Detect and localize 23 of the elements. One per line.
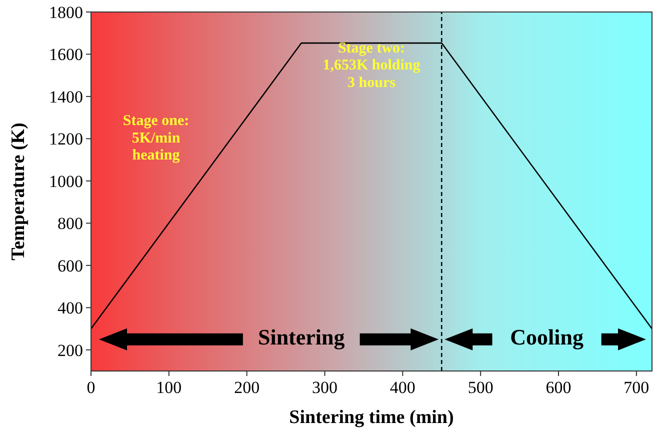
x-tick-label: 0: [86, 378, 96, 397]
y-tick-label: 1400: [49, 87, 83, 106]
y-tick-label: 400: [58, 298, 83, 318]
x-tick-label: 200: [234, 378, 260, 397]
annotation: Stage one: 5K/min heating: [122, 114, 190, 164]
y-tick-label: 200: [58, 340, 83, 360]
x-tick-label: 300: [312, 378, 338, 397]
y-tick-label: 600: [58, 256, 83, 276]
y-tick-label: 1800: [49, 2, 83, 22]
y-tick-label: 800: [58, 214, 83, 234]
annotation: Stage two: 1,653K holding 3 hours: [322, 40, 421, 92]
x-tick-label: 100: [156, 378, 182, 397]
y-tick-label: 1200: [49, 130, 83, 149]
x-tick-label: 500: [468, 378, 494, 397]
x-tick-label: 600: [546, 378, 572, 397]
x-axis-title: Sintering time (min): [289, 407, 454, 428]
x-tick-label: 400: [390, 378, 416, 397]
annotation: Sintering: [258, 324, 345, 350]
annotation: Cooling: [510, 324, 584, 350]
y-tick-label: 1600: [49, 45, 83, 64]
y-tick-label: 1000: [49, 172, 83, 191]
x-tick-label: 700: [624, 378, 650, 397]
y-axis-title: Temperature (K): [8, 122, 29, 260]
